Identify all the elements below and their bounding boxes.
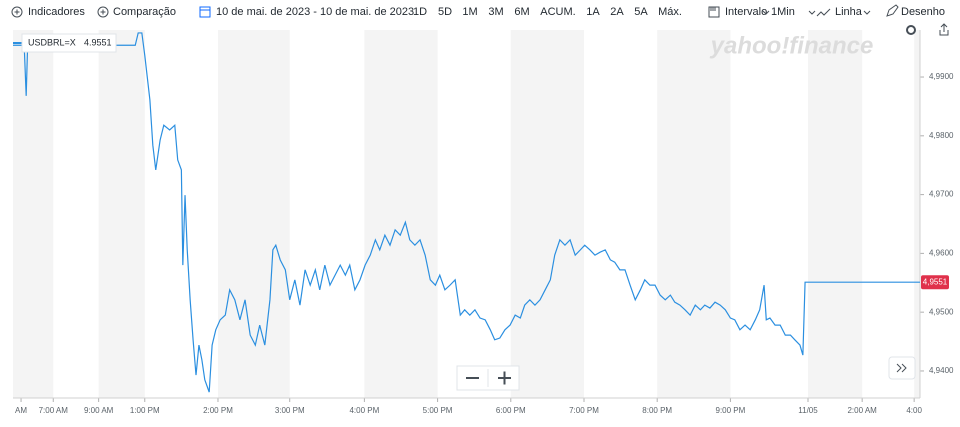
- range-button[interactable]: 1M: [462, 6, 478, 18]
- range-button[interactable]: 1A: [586, 6, 600, 18]
- interval-label[interactable]: Intervalo: [725, 6, 768, 18]
- indicators-button[interactable]: Indicadores: [28, 6, 85, 18]
- range-button[interactable]: 1D: [412, 6, 428, 18]
- grid-band: [510, 30, 584, 398]
- x-tick-label: 3:00 PM: [275, 406, 305, 415]
- settings-icon[interactable]: [906, 25, 916, 35]
- share-icon[interactable]: [939, 23, 949, 36]
- chart-type[interactable]: Linha: [835, 6, 862, 18]
- x-tick-label: 5:00 PM: [423, 406, 453, 415]
- comparison-button[interactable]: Comparação: [113, 6, 176, 18]
- y-tick-label: 4,9400: [929, 366, 954, 375]
- legend-name: USDBRL=X: [28, 37, 76, 47]
- range-button[interactable]: Máx.: [658, 6, 682, 18]
- x-tick-label: 4:00 PM: [349, 406, 379, 415]
- plot-area: yahoo!finance 4,9400 4,9500 4,9600 4,9700 4,9…: [13, 30, 954, 415]
- interval-value[interactable]: 1Min: [771, 6, 795, 18]
- range-button[interactable]: 2A: [610, 6, 624, 18]
- controls: [456, 23, 949, 391]
- grid-band: [364, 30, 438, 398]
- date-range[interactable]: 10 de mai. de 2023 - 10 de mai. de 2023: [216, 6, 415, 18]
- x-tick-label: 2:00 PM: [203, 406, 233, 415]
- legend-box: [21, 33, 117, 53]
- price-line: [13, 32, 920, 393]
- y-tick-label: 4,9600: [929, 248, 954, 257]
- x-tick-label: 6:00 PM: [496, 406, 526, 415]
- legend-value: 4.9551: [84, 37, 112, 47]
- x-tick-label: 1:00 PM: [130, 406, 160, 415]
- grid-band: [217, 30, 290, 398]
- y-tick-label: 4,9900: [929, 72, 954, 81]
- x-tick-label: 7:00 PM: [569, 406, 599, 415]
- grid-band: [657, 30, 731, 398]
- price-tag: [921, 275, 949, 290]
- range-button[interactable]: 5A: [634, 6, 648, 18]
- grid-band: [98, 30, 145, 398]
- x-tick-label: 8:00 PM: [642, 406, 672, 415]
- price-tag-label: 4,9551: [923, 277, 948, 286]
- draw-button[interactable]: Desenho: [901, 6, 946, 18]
- range-button[interactable]: 5D: [437, 6, 453, 18]
- x-tick-label: 4:00: [906, 406, 922, 415]
- x-tick-label: 7:00 AM: [39, 406, 69, 415]
- grid-band: [13, 30, 54, 398]
- x-tick-label: 9:00 AM: [84, 406, 114, 415]
- x-tick-label: AM: [15, 406, 27, 415]
- range-button[interactable]: ACUM.: [540, 6, 576, 18]
- x-tick-label: 2:00 AM: [847, 406, 877, 415]
- grid-band: [914, 30, 920, 398]
- watermark: yahoo!finance: [710, 32, 874, 59]
- scroll-button[interactable]: [888, 356, 916, 380]
- range-button[interactable]: 6M: [514, 6, 530, 18]
- toolbar: Indicadores Comparação 10 de mai. de 202…: [0, 0, 960, 24]
- x-tick-label: 11/05: [798, 406, 818, 415]
- toolbar-icons: [11, 4, 899, 18]
- y-tick-label: 4,9500: [929, 307, 954, 316]
- scroll-icon: [896, 363, 907, 373]
- range-button[interactable]: 3M: [488, 6, 504, 18]
- y-tick-label: 4,9700: [929, 190, 954, 199]
- zoom-in[interactable]: [498, 371, 511, 385]
- y-tick-label: 4,9800: [929, 131, 954, 140]
- x-tick-label: 9:00 PM: [716, 406, 746, 415]
- grid-band: [807, 30, 863, 398]
